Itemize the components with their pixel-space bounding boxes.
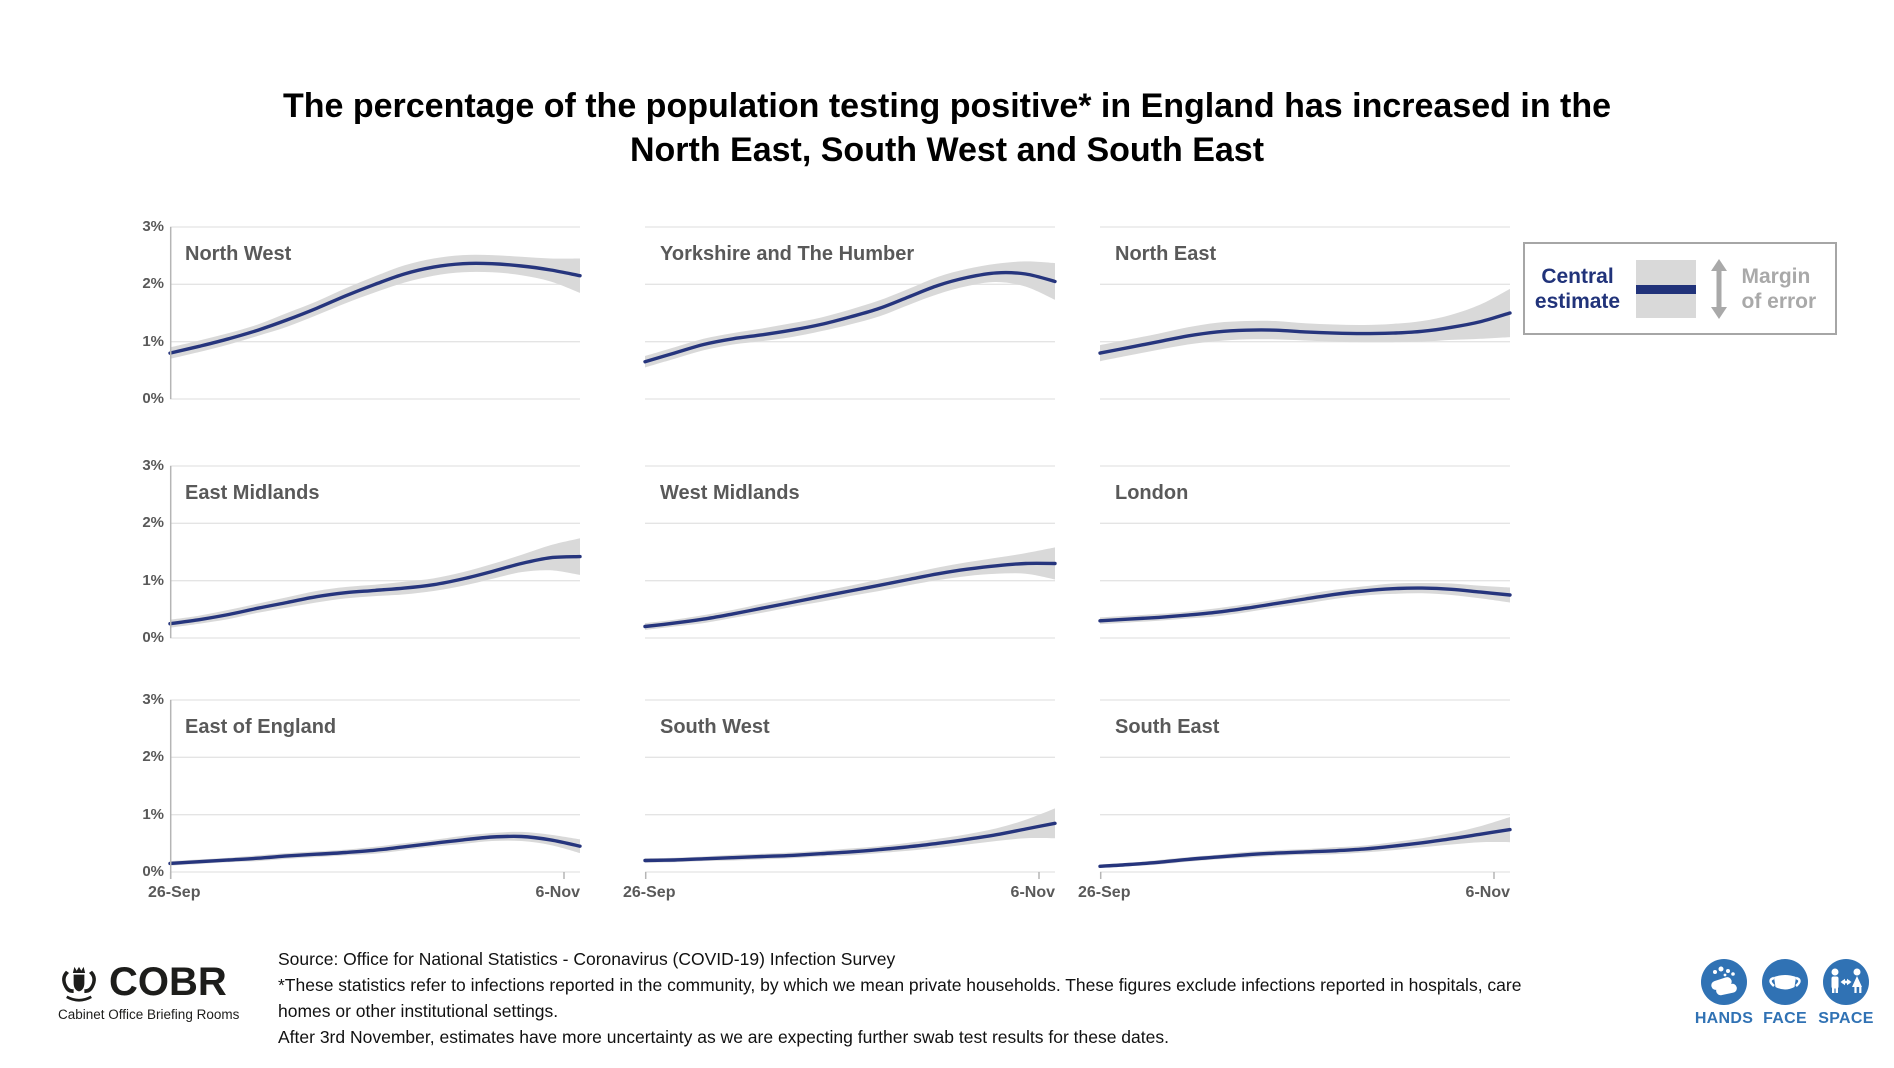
chart-svg [168, 699, 582, 879]
chart-panel-north-west: North West [168, 226, 582, 413]
chart-svg [168, 226, 582, 400]
y-axis-tick-label: 2% [142, 514, 164, 532]
x-axis-start-label: 26-Sep [623, 884, 676, 901]
margin-of-error-band [645, 261, 1055, 368]
central-estimate-line [643, 561, 1057, 629]
face-item: FACE [1759, 958, 1811, 1028]
margin-of-error-band [645, 547, 1055, 630]
cobr-subtitle: Cabinet Office Briefing Rooms [58, 1007, 240, 1022]
space-item: SPACE [1818, 958, 1874, 1028]
legend-central-estimate-label: Central estimate [1534, 264, 1621, 313]
x-axis-end-label: 6-Nov [535, 884, 580, 901]
margin-of-error-band [170, 254, 580, 359]
face-mask-icon [1762, 959, 1808, 1005]
x-axis-end-label: 6-Nov [1465, 884, 1510, 901]
page-title-line2: North East, South West and South East [629, 131, 1265, 169]
region-title: West Midlands [660, 482, 800, 504]
chart-svg [643, 699, 1057, 879]
region-title: East of England [185, 716, 337, 738]
chart-svg [1098, 465, 1512, 639]
source-notes: Source: Office for National Statistics -… [278, 946, 1521, 1050]
chart-panel-north-east: North East [1098, 226, 1512, 413]
hands-item: HANDS [1694, 958, 1754, 1028]
margin-of-error-band [1100, 288, 1510, 362]
central-estimate-line [168, 261, 582, 355]
y-axis-tick-label: 2% [142, 275, 164, 293]
central-estimate-line [1098, 586, 1512, 623]
source-text-line: After 3rd November, estimates have more … [278, 1027, 1169, 1047]
central-estimate-line [1098, 311, 1512, 355]
region-title: North West [185, 243, 292, 265]
y-axis-tick-label: 3% [142, 457, 164, 474]
region-title: East Midlands [185, 482, 320, 504]
chart-svg [643, 226, 1057, 400]
chart-svg [1098, 699, 1512, 879]
hands-label: HANDS [1694, 1010, 1754, 1027]
chart-panel-south-east: South East [1098, 699, 1512, 886]
y-axis-tick-label: 1% [142, 571, 164, 589]
central-estimate-line [168, 554, 582, 626]
y-axis-tick-label: 1% [142, 332, 164, 350]
legend-box: Central estimate Margin of error [1523, 242, 1837, 335]
wash-hands-icon [1701, 959, 1747, 1005]
cobr-logo: COBR Cabinet Office Briefing Rooms [56, 960, 246, 1022]
chart-panel-south-west: South West [643, 699, 1057, 886]
y-axis-tick-label: 0% [142, 863, 164, 880]
royal-crest-icon [62, 966, 96, 1002]
x-axis-start-label: 26-Sep [1078, 884, 1131, 901]
y-axis-tick-label: 2% [142, 748, 164, 766]
hands-face-space-logo: HANDS FACE [1694, 958, 1874, 1028]
face-label: FACE [1763, 1010, 1807, 1027]
y-axis-tick-label: 1% [142, 805, 164, 823]
region-title: North East [1115, 243, 1217, 265]
page-title-line1: The percentage of the population testing… [282, 87, 1612, 125]
y-axis-tick-label: 3% [142, 218, 164, 235]
legend-central-line-swatch [1635, 284, 1696, 294]
central-estimate-line [168, 834, 582, 866]
central-estimate-line [1098, 827, 1512, 868]
chart-panel-west-midlands: West Midlands [643, 465, 1057, 652]
legend-margin-swatch [1635, 259, 1696, 318]
chart-panel-east-midlands: East Midlands [168, 465, 582, 652]
y-axis-tick-label: 3% [142, 691, 164, 708]
x-axis-start-label: 26-Sep [148, 884, 201, 901]
central-estimate-line [643, 270, 1057, 364]
y-axis-tick-label: 0% [142, 629, 164, 646]
space-label: SPACE [1818, 1010, 1874, 1027]
central-estimate-line [643, 821, 1057, 863]
chart-panel-london: London [1098, 465, 1512, 652]
source-text-line: Source: Office for National Statistics -… [278, 949, 896, 969]
region-title: Yorkshire and The Humber [660, 243, 915, 265]
region-title: South West [660, 716, 770, 738]
cobr-wordmark: COBR [109, 960, 227, 1004]
page-title: The percentage of the population testing… [0, 84, 1894, 172]
chart-panel-yorkshire-and-the-humber: Yorkshire and The Humber [643, 226, 1057, 413]
chart-svg [1098, 226, 1512, 400]
chart-panel-east-of-england: East of England [168, 699, 582, 886]
source-text-line: homes or other institutional settings. [278, 1001, 559, 1021]
region-title: South East [1115, 716, 1220, 738]
margin-up-down-arrow-icon [1710, 258, 1727, 319]
source-text-line: *These statistics refer to infections re… [278, 975, 1522, 995]
x-axis-end-label: 6-Nov [1010, 884, 1055, 901]
chart-svg [643, 465, 1057, 639]
y-axis-tick-label: 0% [142, 390, 164, 407]
legend-margin-of-error-label: Margin of error [1741, 264, 1817, 313]
region-title: London [1115, 482, 1189, 504]
social-distance-icon [1823, 959, 1869, 1005]
chart-svg [168, 465, 582, 639]
